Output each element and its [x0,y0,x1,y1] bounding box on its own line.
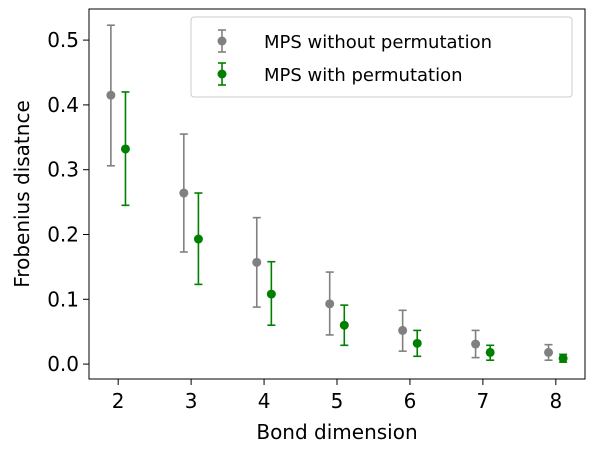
y-tick-label: 0.3 [47,158,79,182]
x-tick-label: 7 [477,389,490,413]
legend-label: MPS with permutation [264,65,463,86]
data-point [179,188,189,198]
y-axis-label: Frobenius disatnce [10,100,34,288]
data-point [544,347,554,357]
legend-box [190,16,573,98]
x-tick-label: 5 [331,389,344,413]
x-tick-label: 8 [549,389,562,413]
data-point [325,299,335,309]
y-tick-label: 0.0 [47,352,79,376]
data-point [471,339,481,349]
y-tick-label: 0.5 [47,28,79,52]
x-tick-label: 3 [185,389,198,413]
y-tick-label: 0.2 [47,222,79,246]
series-1 [120,91,568,363]
data-point [193,234,203,244]
data-point [558,353,568,363]
x-tick-label: 6 [404,389,417,413]
x-tick-label: 4 [258,389,271,413]
data-point [398,325,408,335]
legend-marker [217,69,227,79]
legend-marker [217,36,227,46]
data-point [266,289,276,299]
x-tick-label: 2 [112,389,125,413]
y-tick-label: 0.4 [47,93,79,117]
x-axis-ticks: 2 3 4 5 6 7 8 [112,379,562,413]
data-point [120,144,130,154]
y-axis-ticks: 0.0 0.1 0.2 0.3 0.4 0.5 [47,28,89,376]
data-point [339,320,349,330]
legend: MPS without permutation MPS with permutat… [190,16,573,98]
data-point [485,347,495,357]
data-point [106,90,116,100]
x-axis-label: Bond dimension [256,420,417,444]
data-point [412,338,422,348]
data-marks [106,24,568,363]
series-0 [106,24,554,362]
legend-label: MPS without permutation [264,32,492,53]
data-point [252,257,262,267]
y-tick-label: 0.1 [47,287,79,311]
